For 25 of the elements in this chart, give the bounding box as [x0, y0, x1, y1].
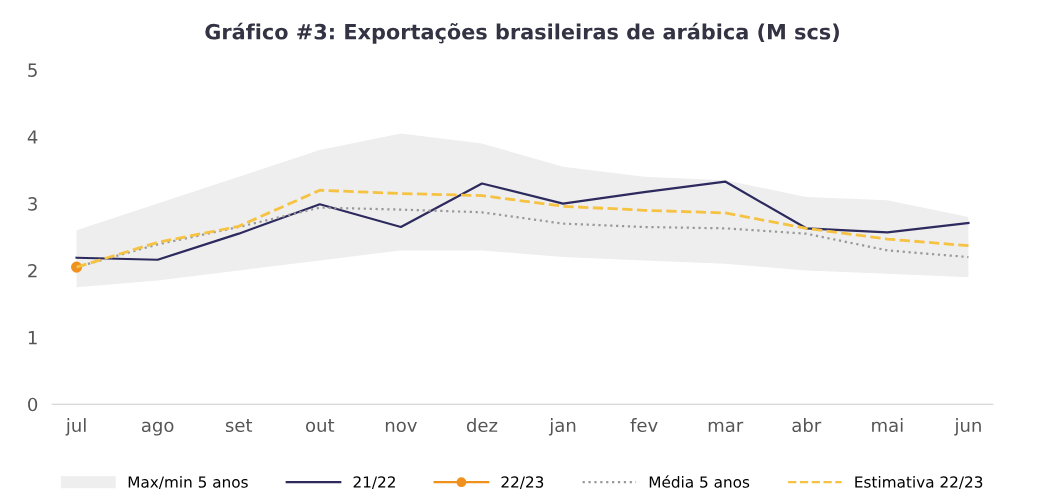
- x-tick-label: mai: [872, 418, 903, 433]
- y-tick-label: 3: [28, 197, 37, 211]
- x-tick-label: set: [225, 419, 253, 433]
- legend-label: 21/22: [353, 476, 395, 489]
- x-tick-label: jul: [65, 418, 86, 436]
- x-tick-label: jun: [954, 418, 981, 436]
- x-tick-label: out: [306, 419, 335, 433]
- x-tick-label: jan: [548, 418, 576, 436]
- legend-label: Média 5 anos: [649, 475, 750, 488]
- x-tick-label: nov: [385, 421, 417, 433]
- y-tick-label: 0: [28, 397, 38, 412]
- line-series: [75, 180, 970, 261]
- x-tick-label: ago: [141, 421, 174, 436]
- x-tick-label: dez: [466, 418, 498, 433]
- x-tick-label: abr: [792, 418, 822, 433]
- legend-label: 22/23: [501, 476, 544, 489]
- y-tick-label: 5: [28, 63, 37, 77]
- legend-label: Estimativa 22/23: [855, 475, 983, 489]
- x-tick-label: mar: [708, 421, 744, 433]
- y-tick-label: 4: [27, 130, 38, 144]
- legend-label: Max/min 5 anos: [128, 475, 248, 489]
- chart-title: Gráfico #3: Exportações brasileiras de arábica (M scs): [205, 22, 839, 44]
- x-tick-label: fev: [630, 418, 658, 433]
- y-tick-label: 1: [28, 331, 37, 345]
- y-tick-label: 2: [28, 263, 37, 278]
